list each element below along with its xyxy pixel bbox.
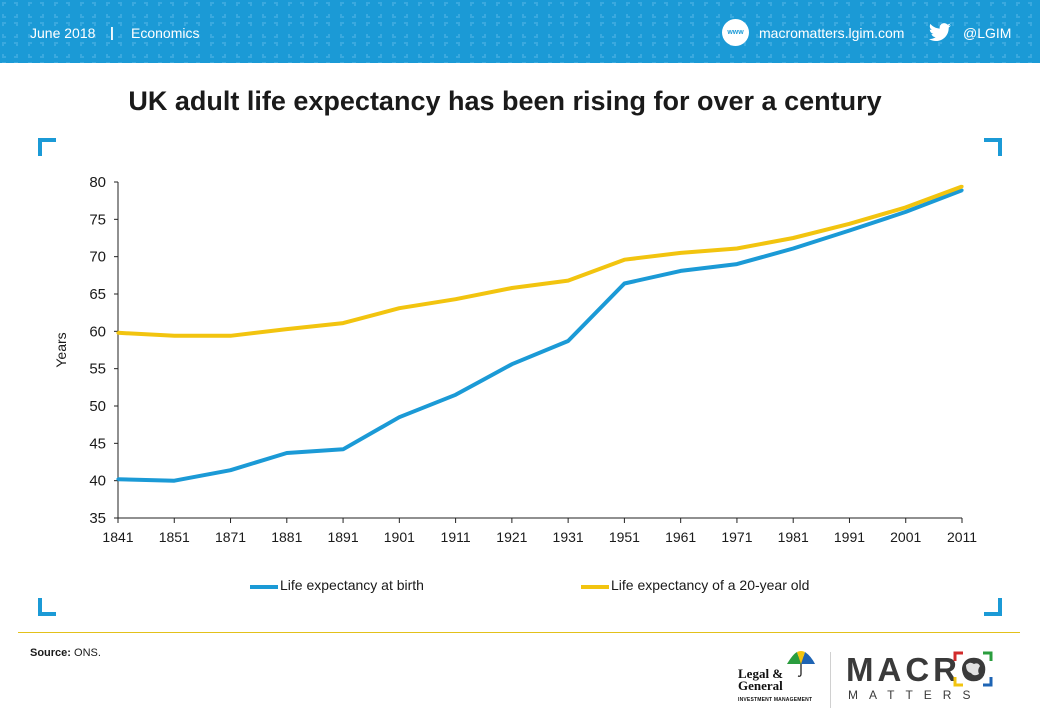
point-birth [397, 415, 401, 419]
point-age20 [566, 278, 570, 283]
point-age20 [172, 334, 176, 338]
y-tick-label: 80 [89, 174, 106, 191]
point-age20 [341, 321, 345, 325]
header-separator: | [110, 24, 114, 40]
source-text: ONS. [74, 647, 101, 659]
x-tick-label: 2011 [947, 529, 977, 545]
source-note: Source: ONS. [30, 647, 101, 659]
header-date: June 2018 [30, 25, 96, 41]
point-birth [735, 262, 739, 266]
point-birth [566, 339, 570, 343]
globe-icon: www [722, 19, 749, 46]
corner-bracket-top-left [38, 138, 56, 156]
y-tick-label: 45 [89, 435, 106, 452]
x-tick-label: 1921 [496, 529, 527, 545]
point-birth [679, 269, 683, 273]
legend-swatch-birth [250, 585, 278, 589]
chart-title: UK adult life expectancy has been rising… [128, 86, 882, 116]
lg-name-line1: Legal & [738, 666, 784, 681]
point-age20 [397, 306, 401, 310]
point-birth [622, 281, 627, 286]
x-tick-label: 1951 [609, 529, 640, 545]
point-birth [341, 447, 345, 451]
point-age20 [847, 222, 852, 226]
header-pattern [0, 0, 1040, 63]
header-category[interactable]: Economics [131, 25, 200, 41]
point-age20 [791, 236, 795, 240]
x-tick-label: 1961 [665, 529, 696, 545]
y-tick-label: 35 [89, 510, 106, 527]
point-birth [454, 393, 458, 397]
globe-map-icon [953, 651, 993, 687]
x-tick-label: 1931 [553, 529, 584, 545]
y-tick-label: 50 [89, 398, 106, 415]
legend-label-birth: Life expectancy at birth [280, 577, 424, 593]
point-birth [116, 477, 120, 481]
series-line-age20 [117, 184, 963, 338]
y-tick-label: 40 [89, 473, 106, 490]
x-tick-label: 1981 [778, 529, 809, 545]
point-birth [228, 468, 233, 472]
legend-swatch-age20 [581, 585, 609, 589]
lg-name-line2: General [738, 678, 783, 693]
point-birth [847, 228, 852, 233]
x-tick-label: 1841 [102, 529, 133, 545]
footer-divider [18, 632, 1020, 633]
point-birth [285, 451, 289, 455]
y-tick-label: 60 [89, 323, 106, 340]
x-tick-label: 1911 [441, 529, 471, 545]
corner-bracket-bottom-right [984, 598, 1002, 616]
point-birth [904, 210, 908, 214]
y-tick-label: 65 [89, 286, 106, 303]
point-age20 [116, 331, 120, 335]
lg-brand-name: Legal & General [738, 666, 784, 693]
corner-bracket-top-right [984, 138, 1002, 156]
y-tick-label: 70 [89, 249, 106, 266]
point-birth [172, 479, 176, 483]
x-tick-label: 1871 [215, 529, 246, 545]
point-age20 [904, 205, 908, 209]
x-tick-label: 2001 [890, 529, 921, 545]
point-age20 [679, 251, 683, 255]
twitter-icon[interactable] [928, 23, 952, 43]
header-website-link[interactable]: macromatters.lgim.com [759, 25, 905, 41]
x-tick-label: 1991 [834, 529, 865, 545]
x-tick-label: 1881 [271, 529, 302, 545]
y-tick-label: 55 [89, 361, 106, 378]
point-age20 [735, 246, 739, 251]
logo-divider [830, 652, 831, 708]
corner-bracket-bottom-left [38, 598, 56, 616]
point-age20 [960, 184, 964, 189]
header-bar: June 2018 | Economics www macromatters.l… [0, 0, 1040, 63]
point-age20 [285, 327, 289, 331]
source-label: Source: [30, 647, 71, 659]
x-tick-label: 1901 [384, 529, 415, 545]
x-tick-label: 1971 [721, 529, 752, 545]
x-tick-label: 1891 [327, 529, 358, 545]
point-birth [791, 246, 795, 251]
point-age20 [454, 297, 458, 301]
point-age20 [510, 286, 514, 290]
series-line-birth [117, 188, 963, 483]
y-axis-label: Years [53, 332, 69, 367]
y-tick-label: 75 [89, 211, 106, 228]
point-age20 [622, 258, 627, 262]
point-birth [510, 362, 514, 366]
header-twitter-handle[interactable]: @LGIM [963, 25, 1012, 41]
umbrella-icon [787, 651, 815, 677]
x-tick-label: 1851 [159, 529, 190, 545]
point-birth [960, 188, 964, 192]
legend-label-age20: Life expectancy of a 20-year old [611, 577, 810, 593]
matters-logo-word: MATTERS [848, 688, 982, 702]
lg-subtitle: INVESTMENT MANAGEMENT [738, 697, 813, 703]
point-age20 [228, 334, 233, 338]
line-chart: 35 40 45 50 55 60 65 70 75 80 1841 1851 1871 1881 1891… [53, 174, 977, 545]
